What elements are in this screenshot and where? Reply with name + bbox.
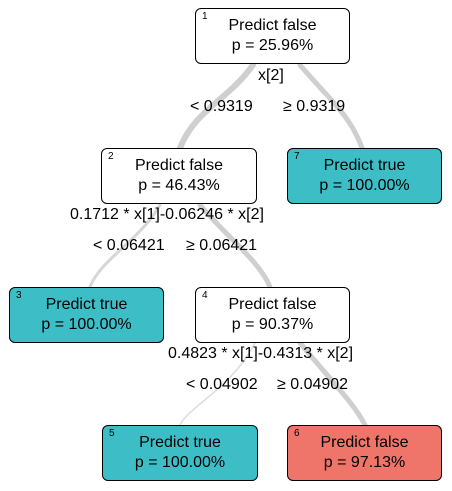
edge-2-to-4: [197, 202, 273, 290]
node-id: 5: [109, 428, 115, 439]
node-probability: p = 100.00%: [41, 316, 132, 333]
split-left-1: < 0.9319: [190, 98, 253, 115]
tree-node-1: 1 Predict false p = 25.96%: [195, 8, 350, 64]
split-variable-3: 0.4823 * x[1]-0.4313 * x[2]: [168, 345, 354, 362]
node-id: 7: [294, 151, 300, 162]
tree-node-3: 3 Predict true p = 100.00%: [9, 287, 164, 343]
edge-4-to-6: [297, 340, 368, 428]
split-right-3: ≥ 0.04902: [277, 376, 349, 393]
split-left-2: < 0.06421: [93, 237, 165, 254]
split-variable-2: 0.1712 * x[1]-0.06246 * x[2]: [70, 206, 264, 223]
node-probability: p = 97.13%: [323, 454, 406, 471]
node-probability: p = 100.00%: [319, 177, 410, 194]
node-probability: p = 25.96%: [231, 37, 314, 54]
node-prediction: Predict true: [139, 434, 221, 451]
node-prediction: Predict false: [320, 434, 409, 451]
node-id: 3: [16, 290, 22, 301]
node-probability: p = 90.37%: [231, 316, 314, 333]
node-prediction: Predict false: [228, 296, 317, 313]
tree-node-7: 7 Predict true p = 100.00%: [287, 148, 442, 204]
node-prediction: Predict false: [134, 157, 224, 174]
split-right-2: ≥ 0.06421: [186, 237, 258, 254]
node-probability: p = 100.00%: [134, 454, 226, 471]
tree-node-5: 5 Predict true p = 100.00%: [102, 425, 258, 481]
split-variable-1: x[2]: [258, 67, 284, 84]
node-prediction: Predict true: [323, 157, 406, 174]
node-id: 1: [202, 11, 208, 22]
edge-2-to-3: [88, 203, 162, 289]
split-left-3: < 0.04902: [186, 376, 258, 393]
split-right-1: ≥ 0.9319: [283, 98, 346, 115]
tree-node-2: 2 Predict false p = 46.43%: [101, 148, 257, 204]
node-id: 6: [294, 428, 300, 439]
node-prediction: Predict true: [45, 296, 128, 313]
node-prediction: Predict false: [228, 17, 317, 34]
tree-node-6: 6 Predict false p = 97.13%: [287, 425, 442, 481]
tree-node-4: 4 Predict false p = 90.37%: [195, 287, 350, 343]
edge-4-to-5: [179, 342, 256, 426]
node-id: 2: [108, 151, 114, 162]
node-id: 4: [202, 290, 208, 301]
edge-1-to-7: [297, 62, 365, 151]
node-probability: p = 46.43%: [138, 177, 220, 194]
edge-1-to-2: [177, 62, 256, 151]
